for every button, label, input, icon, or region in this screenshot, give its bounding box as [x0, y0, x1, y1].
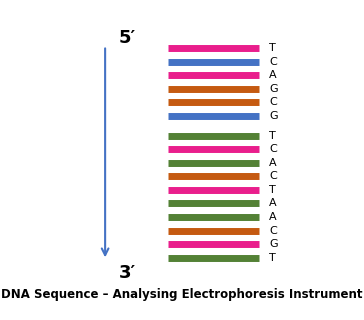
Text: C: C [269, 57, 277, 67]
Text: C: C [269, 226, 277, 236]
Text: C: C [269, 97, 277, 107]
Text: A: A [269, 198, 277, 209]
Text: G: G [269, 84, 278, 94]
Text: T: T [269, 185, 276, 195]
Text: T: T [269, 253, 276, 263]
Text: 5′: 5′ [119, 29, 136, 47]
Text: T: T [269, 43, 276, 53]
Text: G: G [269, 111, 278, 121]
Text: A: A [269, 212, 277, 222]
Text: DNA Sequence – Analysing Electrophoresis Instrument: DNA Sequence – Analysing Electrophoresis… [1, 288, 363, 301]
Text: A: A [269, 158, 277, 168]
Text: G: G [269, 239, 278, 249]
Text: T: T [269, 131, 276, 141]
Text: C: C [269, 144, 277, 154]
Text: 3′: 3′ [119, 264, 136, 282]
Text: C: C [269, 171, 277, 181]
Text: A: A [269, 70, 277, 80]
